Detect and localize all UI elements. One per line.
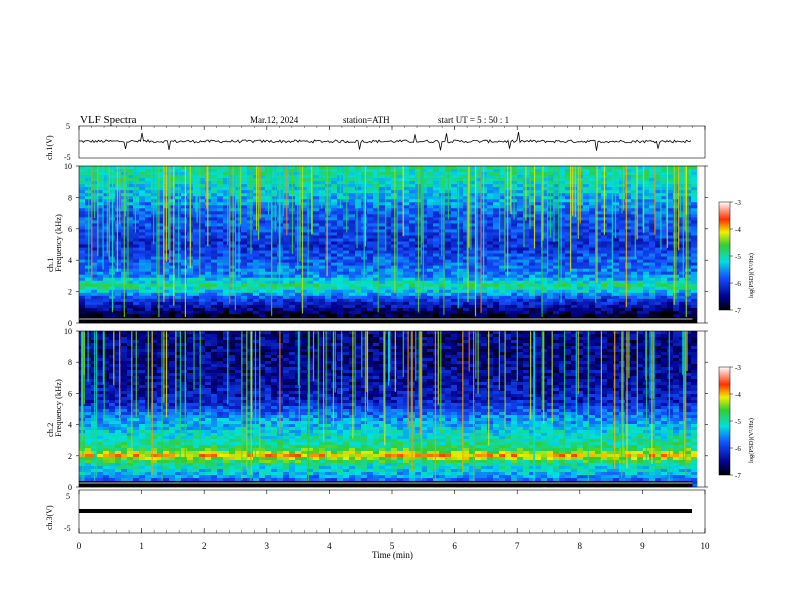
ch3-ylabel: ch.3(V) — [45, 505, 54, 530]
colorbar-tick-label: -3 — [735, 364, 741, 372]
start-time-label: start UT = 5 : 50 : 1 — [438, 115, 509, 125]
time-tick-label: 8 — [578, 541, 583, 551]
freq-tick-label: 2 — [68, 288, 72, 297]
ch1-freq-ylabel: Frequency (kHz) — [53, 214, 63, 272]
ch2-freq-ylabel: Frequency (kHz) — [53, 379, 63, 437]
ch3-ytick-top: 5 — [66, 492, 70, 501]
station-label: station=ATH — [343, 115, 390, 125]
time-tick-label: 2 — [202, 541, 207, 551]
ch1-freq-label: ch.1 — [45, 258, 55, 272]
freq-tick-label: 0 — [68, 319, 72, 328]
ch2-freq-label: ch.2 — [45, 423, 55, 437]
time-tick-label: 4 — [327, 541, 332, 551]
ch1-ytick-top: 5 — [66, 122, 70, 131]
colorbar-tick-label: -7 — [735, 307, 741, 315]
ch2-spectrogram-image — [79, 331, 698, 488]
time-tick-label: 6 — [452, 541, 457, 551]
ch1-freq-ticks: 0 2 4 6 8 10 — [64, 162, 708, 328]
colorbar-label: log(PSD)(V²/Hz) — [748, 418, 755, 463]
ch2-colorbar: -3 -4 -5 -6 -7 log(PSD)(V²/Hz) — [718, 364, 755, 480]
time-tick-label: 7 — [515, 541, 520, 551]
ch3-waveform-panel: 5 -5 ch.3(V) — [45, 489, 706, 534]
freq-tick-label: 6 — [68, 389, 72, 398]
colorbar-tick-label: -3 — [735, 199, 741, 207]
colorbar-tick-label: -5 — [735, 418, 741, 426]
freq-tick-label: 0 — [68, 483, 72, 492]
time-tick-label: 1 — [139, 541, 144, 551]
time-axis-label: Time (min) — [372, 550, 413, 560]
ch1-spectrogram-panel: 0 2 4 6 8 10 ch.1 Frequency (kHz) — [45, 162, 708, 328]
time-tick-label: 9 — [640, 541, 645, 551]
colorbar-label: log(PSD)(V²/Hz) — [748, 253, 755, 298]
freq-tick-label: 4 — [68, 421, 72, 430]
ch3-ytick-bottom: -5 — [64, 524, 71, 533]
ch1-waveform-trace — [78, 132, 692, 151]
freq-tick-label: 10 — [64, 162, 72, 171]
colorbar-tick-label: -7 — [735, 472, 741, 480]
freq-tick-label: 8 — [68, 358, 72, 367]
colorbar-tick-label: -4 — [735, 226, 741, 234]
freq-tick-label: 2 — [68, 452, 72, 461]
ch2-spectrogram-panel: 0 2 4 6 8 10 ch.2 Frequency (kHz) — [45, 327, 708, 492]
time-tick-label: 10 — [701, 541, 711, 551]
ch1-waveform-panel: 5 -5 ch.1(V) — [45, 122, 706, 162]
ch1-spectrogram-image — [79, 166, 698, 324]
colorbar-tick-label: -4 — [735, 391, 741, 399]
time-tick-label: 0 — [77, 541, 82, 551]
ch1-ytick-bottom: -5 — [64, 153, 71, 162]
ch2-freq-ticks: 0 2 4 6 8 10 — [64, 327, 708, 492]
figure-title: VLF Spectra — [80, 114, 137, 126]
ch1-colorbar: -3 -4 -5 -6 -7 log(PSD)(V²/Hz) — [718, 199, 755, 315]
colorbar-tick-label: -6 — [735, 280, 741, 288]
freq-tick-label: 4 — [68, 256, 72, 265]
date-label: Mar.12, 2024 — [250, 115, 299, 125]
freq-tick-label: 8 — [68, 193, 72, 202]
ch1-ylabel: ch.1(V) — [45, 135, 54, 160]
colorbar-tick-label: -6 — [735, 445, 741, 453]
time-tick-label: 5 — [390, 541, 395, 551]
freq-tick-label: 10 — [64, 327, 72, 336]
freq-tick-label: 6 — [68, 225, 72, 234]
colorbar-tick-label: -5 — [735, 253, 741, 261]
time-axis: 0 1 2 3 4 5 6 7 8 9 10 — [77, 126, 710, 551]
time-tick-label: 3 — [265, 541, 270, 551]
